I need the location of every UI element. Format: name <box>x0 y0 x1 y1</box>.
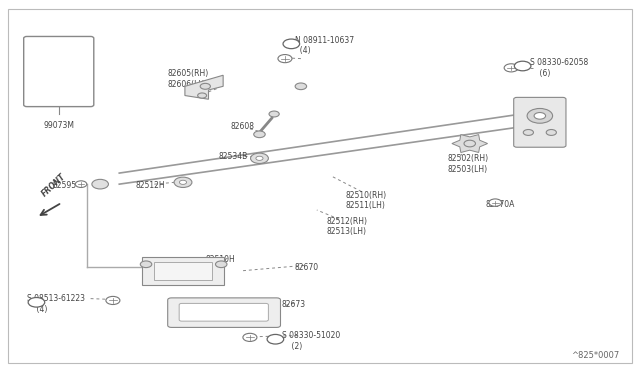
Circle shape <box>256 156 263 160</box>
Text: S: S <box>520 63 525 69</box>
Polygon shape <box>185 75 223 99</box>
Circle shape <box>267 334 284 344</box>
Text: 82595: 82595 <box>52 182 77 190</box>
Circle shape <box>278 55 292 62</box>
Circle shape <box>295 83 307 90</box>
FancyBboxPatch shape <box>24 36 94 107</box>
Circle shape <box>76 181 87 187</box>
Text: N 08911-10637
  (4): N 08911-10637 (4) <box>294 36 354 55</box>
Circle shape <box>515 61 531 71</box>
Text: 82570A: 82570A <box>486 200 515 209</box>
Circle shape <box>546 129 556 135</box>
Circle shape <box>28 298 45 307</box>
Circle shape <box>92 179 108 189</box>
Text: 82673: 82673 <box>282 300 306 309</box>
Circle shape <box>283 39 300 49</box>
Text: 99073M: 99073M <box>44 121 74 131</box>
Text: S: S <box>34 299 39 305</box>
Circle shape <box>524 129 534 135</box>
FancyBboxPatch shape <box>179 304 268 321</box>
Text: 82605(RH)
82606(LH): 82605(RH) 82606(LH) <box>167 69 208 89</box>
Circle shape <box>179 180 187 185</box>
Bar <box>154 262 212 280</box>
Text: v: v <box>56 92 61 102</box>
Text: 82534B: 82534B <box>218 152 247 161</box>
Text: 82570: 82570 <box>537 122 561 131</box>
Circle shape <box>253 131 265 138</box>
Text: N: N <box>289 41 294 47</box>
Text: S 08513-61223
    (4): S 08513-61223 (4) <box>27 295 85 314</box>
Text: ^825*0007: ^825*0007 <box>572 350 620 359</box>
Text: 82512H: 82512H <box>135 182 165 190</box>
Circle shape <box>269 111 279 117</box>
Circle shape <box>200 83 211 89</box>
Text: FREE: FREE <box>49 62 68 71</box>
Circle shape <box>534 112 545 119</box>
Circle shape <box>489 199 502 206</box>
Circle shape <box>504 64 518 72</box>
Circle shape <box>140 261 152 267</box>
Text: S 08330-62058
    (6): S 08330-62058 (6) <box>531 58 589 77</box>
Circle shape <box>174 177 192 187</box>
Text: ^: ^ <box>54 48 63 58</box>
Circle shape <box>198 93 207 98</box>
Circle shape <box>216 261 227 267</box>
FancyBboxPatch shape <box>514 97 566 147</box>
Text: 82512(RH)
82513(LH): 82512(RH) 82513(LH) <box>326 217 367 236</box>
Text: S: S <box>273 336 278 342</box>
Text: 82670: 82670 <box>294 263 319 272</box>
Text: 82502(RH)
82503(LH): 82502(RH) 82503(LH) <box>447 154 488 174</box>
Text: FRONT: FRONT <box>40 172 67 199</box>
Text: 82608: 82608 <box>231 122 255 131</box>
FancyBboxPatch shape <box>168 298 280 327</box>
Circle shape <box>464 140 476 147</box>
Circle shape <box>250 153 268 163</box>
Circle shape <box>527 109 552 123</box>
Text: 82510H: 82510H <box>205 255 235 264</box>
Circle shape <box>106 296 120 305</box>
Polygon shape <box>452 135 488 153</box>
Text: 82510(RH)
82511(LH): 82510(RH) 82511(LH) <box>346 191 387 211</box>
Circle shape <box>243 333 257 341</box>
Text: S 08330-51020
    (2): S 08330-51020 (2) <box>282 331 340 351</box>
Bar <box>141 257 225 285</box>
Text: LOCK: LOCK <box>49 77 69 86</box>
